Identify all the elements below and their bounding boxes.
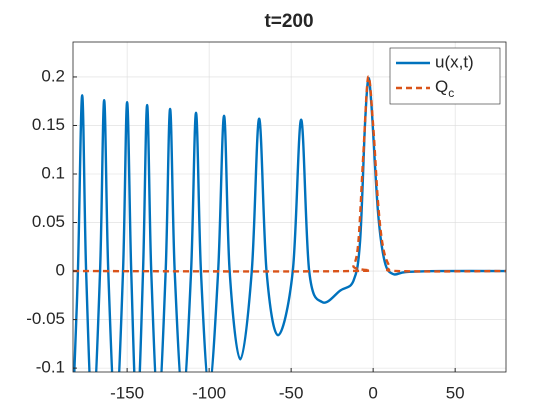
legend-label-sub: c: [448, 86, 454, 100]
x-tick-label: 0: [368, 383, 377, 402]
x-tick-label: -150: [110, 383, 144, 402]
x-tick-label: 50: [446, 383, 465, 402]
x-tick-label: -100: [192, 383, 226, 402]
y-tick-label: 0.15: [32, 115, 65, 134]
data-line: [73, 75, 506, 273]
chart-title: t=200: [264, 11, 313, 32]
y-tick-label: 0: [56, 261, 65, 280]
legend-box: [389, 47, 501, 105]
y-tick-label: -0.1: [36, 358, 65, 377]
legend-label: Qc: [435, 77, 454, 100]
y-tick-label: -0.05: [26, 309, 65, 328]
y-tick-label: 0.2: [41, 66, 65, 85]
legend-label-main: Q: [435, 77, 448, 96]
legend-label: u(x,t): [435, 52, 474, 71]
x-tick-label: -50: [279, 383, 304, 402]
plot-frame: [72, 41, 507, 373]
y-tick-label: 0.05: [32, 212, 65, 231]
y-tick-label: 0.1: [41, 163, 65, 182]
